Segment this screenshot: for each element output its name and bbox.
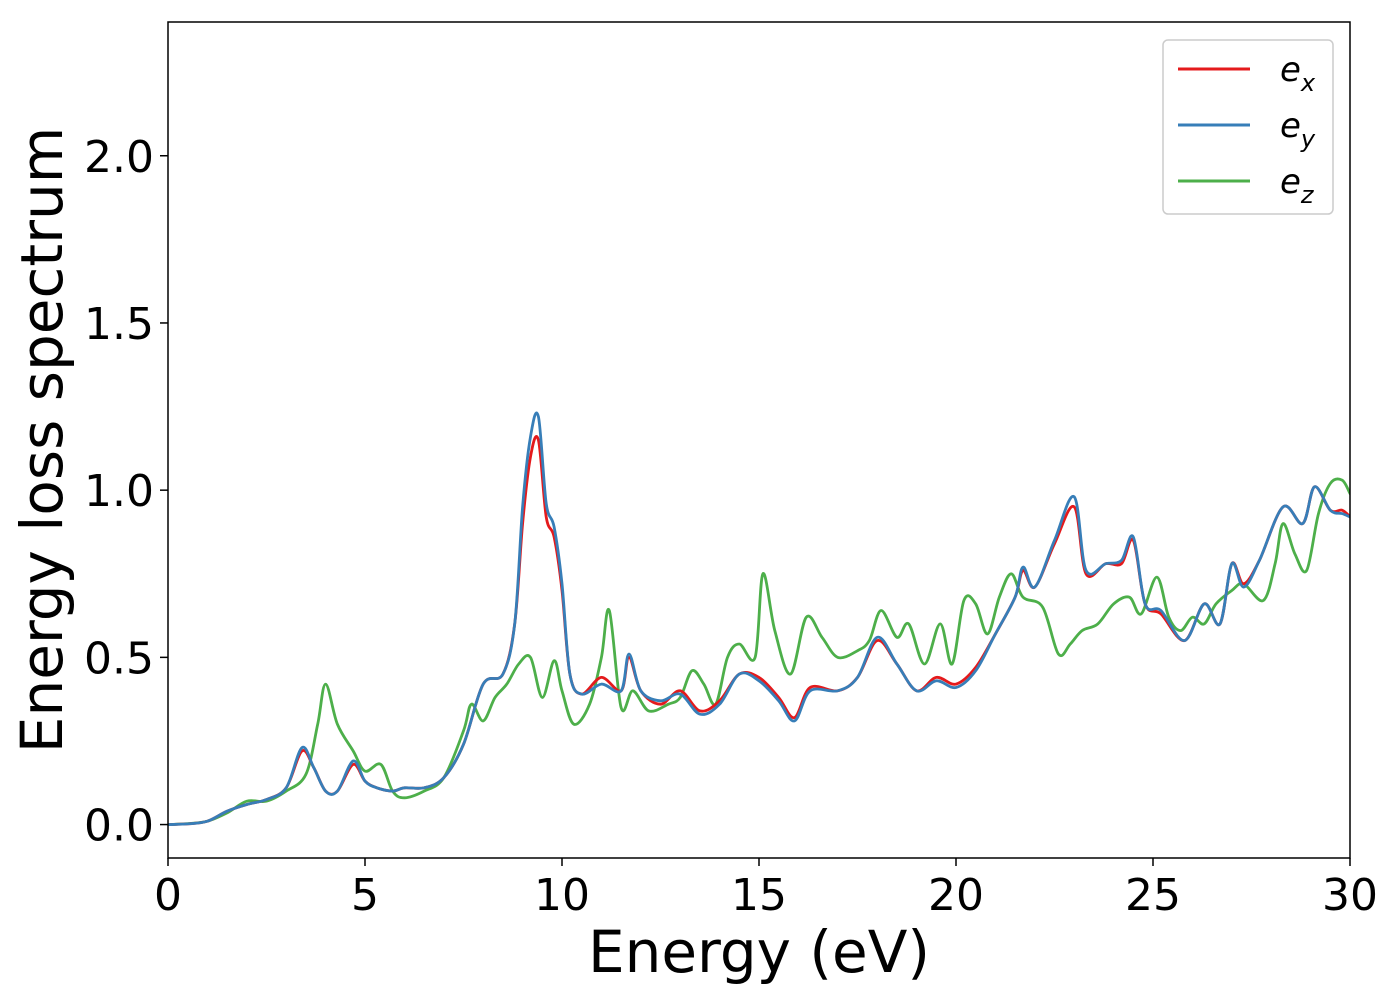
x-axis-title: Energy (eV) — [588, 918, 930, 986]
x-tick-label: 15 — [731, 870, 787, 921]
x-tick-label: 5 — [351, 870, 379, 921]
y-tick-label: 0.5 — [84, 633, 154, 684]
legend-label-main: e — [1280, 162, 1301, 202]
series-lines — [168, 411, 1350, 826]
x-tick-label: 25 — [1125, 870, 1181, 921]
legend-label-e-z: ez — [1280, 162, 1315, 209]
legend-label-subscript: y — [1300, 125, 1316, 153]
legend-label-main: e — [1280, 106, 1301, 146]
y-tick-label: 2.0 — [84, 132, 154, 183]
legend-label-e-y: ey — [1280, 106, 1316, 153]
legend-label-main: e — [1280, 50, 1301, 90]
y-axis-title: Energy loss spectrum — [8, 127, 76, 753]
legend-label-subscript: x — [1300, 69, 1316, 97]
x-tick-label: 0 — [154, 870, 182, 921]
series-line-e-y — [168, 411, 1350, 826]
plot-frame — [167, 21, 1351, 859]
x-tick-label: 20 — [928, 870, 984, 921]
legend-label-e-x: ex — [1280, 50, 1316, 97]
x-axis-ticks: 0 5 10 15 20 25 30 — [154, 858, 1378, 921]
y-tick-label: 1.0 — [84, 466, 154, 517]
y-axis-ticks: 0.0 0.5 1.0 1.5 2.0 — [84, 132, 168, 852]
x-tick-label: 30 — [1322, 870, 1378, 921]
series-line-e-z — [168, 477, 1350, 826]
y-tick-label: 1.5 — [84, 299, 154, 350]
legend-label-subscript: z — [1300, 181, 1315, 209]
plot-background — [168, 22, 1350, 858]
y-tick-label: 0.0 — [84, 801, 154, 852]
x-tick-label: 10 — [534, 870, 590, 921]
legend-frame — [1162, 39, 1334, 215]
